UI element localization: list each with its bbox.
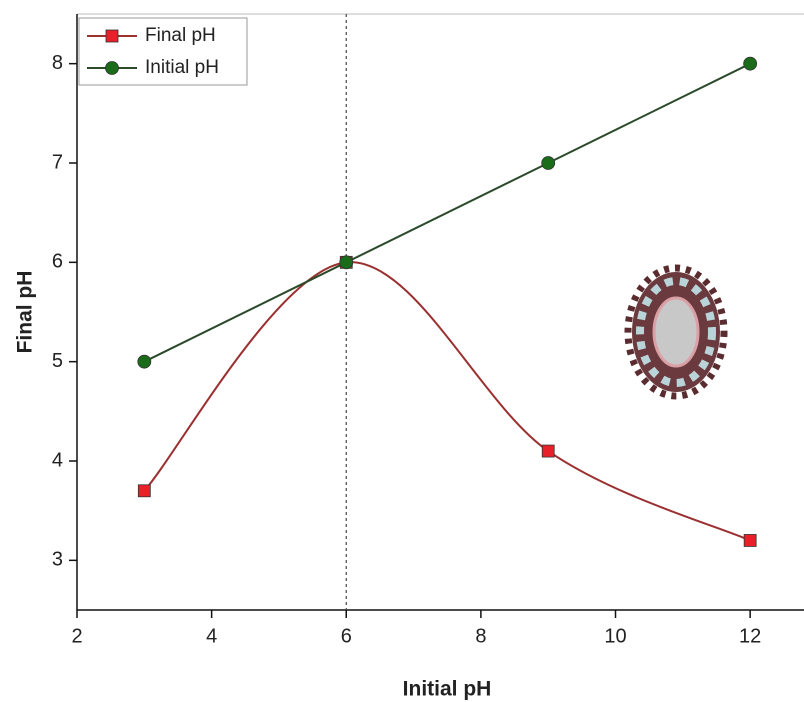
legend-label: Initial pH [145,57,219,78]
x-tick-label: 10 [604,625,626,647]
marker [743,534,757,547]
x-tick-label: 6 [341,625,352,647]
marker [541,156,556,170]
legend-label: Final pH [145,25,216,46]
series-line [143,261,751,542]
y-tick-label: 5 [52,350,63,372]
x-tick-label: 12 [739,625,761,647]
x-axis-title: Initial pH [403,678,492,701]
legend-box [78,17,248,86]
marker [743,56,758,71]
y-tick-label: 4 [52,449,63,471]
y-axis-title: Final pH [14,271,37,354]
x-tick-label: 8 [475,625,486,647]
marker [339,255,354,270]
legend-marker [105,61,119,75]
y-tick-label: 6 [52,251,63,273]
legend-marker [105,29,119,43]
y-tick-label: 8 [52,52,63,74]
x-tick-label: 4 [206,625,217,647]
marker [137,354,152,369]
y-tick-label: 3 [52,549,63,571]
series-line [143,62,751,363]
x-tick-label: 2 [71,625,82,647]
marker [541,444,555,458]
y-tick-label: 7 [52,151,63,173]
marker [137,484,151,498]
inset-particle [624,264,728,400]
